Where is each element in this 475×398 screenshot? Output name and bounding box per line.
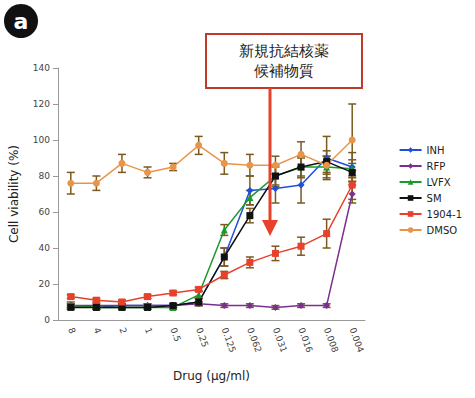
- svg-text:140: 140: [33, 63, 50, 73]
- svg-text:0: 0: [44, 315, 50, 325]
- svg-text:0.016: 0.016: [296, 326, 314, 354]
- svg-text:0.008: 0.008: [322, 326, 340, 354]
- svg-text:LVFX: LVFX: [427, 177, 451, 188]
- svg-text:a: a: [14, 9, 29, 34]
- svg-text:1904-1: 1904-1: [427, 209, 462, 220]
- svg-text:0.5: 0.5: [168, 326, 182, 343]
- svg-text:0.062: 0.062: [245, 326, 263, 354]
- svg-text:INH: INH: [427, 145, 445, 156]
- svg-text:100: 100: [33, 135, 50, 145]
- svg-text:Cell viability (%): Cell viability (%): [7, 145, 21, 243]
- svg-text:2: 2: [117, 326, 128, 335]
- svg-text:Drug (μg/ml): Drug (μg/ml): [173, 369, 250, 383]
- svg-text:8: 8: [66, 326, 77, 335]
- svg-text:DMSO: DMSO: [427, 225, 458, 236]
- svg-text:SM: SM: [427, 193, 442, 204]
- svg-text:4: 4: [92, 326, 103, 335]
- svg-text:0.125: 0.125: [220, 326, 238, 354]
- svg-text:1: 1: [143, 326, 154, 335]
- svg-text:RFP: RFP: [427, 161, 446, 172]
- svg-text:候補物質: 候補物質: [254, 62, 314, 80]
- svg-text:20: 20: [39, 279, 51, 289]
- svg-text:80: 80: [39, 171, 51, 181]
- svg-text:40: 40: [39, 243, 51, 253]
- svg-text:新規抗結核薬: 新規抗結核薬: [239, 42, 329, 60]
- svg-text:120: 120: [33, 99, 50, 109]
- svg-text:0.25: 0.25: [194, 326, 210, 348]
- svg-text:0.031: 0.031: [271, 326, 289, 354]
- svg-text:0.004: 0.004: [348, 326, 366, 354]
- svg-text:60: 60: [39, 207, 51, 217]
